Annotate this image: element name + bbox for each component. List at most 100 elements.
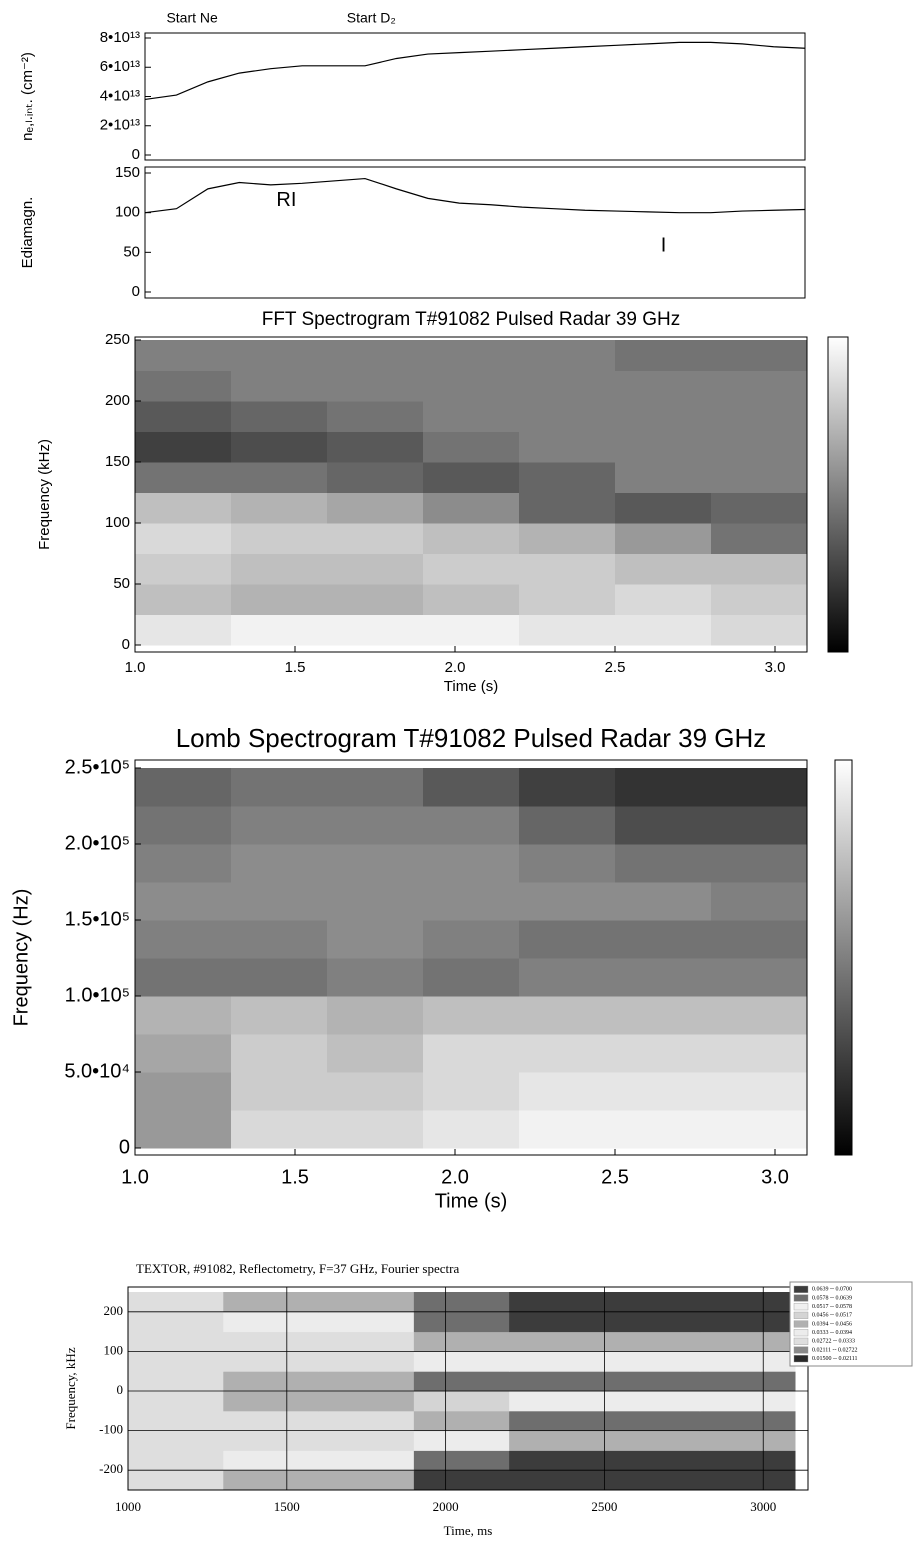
chart: 0 50 100 150 200 250 1.0 1.5 2.0 2.5 3.0 FFT Spectr… — [36, 309, 849, 695]
heat-cell — [128, 1410, 224, 1432]
legend-label: 0.02722 -- 0.0333 — [812, 1339, 855, 1345]
heat-cell — [413, 1410, 510, 1432]
heat-cell — [231, 920, 328, 959]
y-axis-label: Ediamagn. — [19, 197, 36, 269]
heat-cell — [135, 768, 232, 807]
heat-cell — [711, 523, 808, 554]
chart-title: FFT Spectrogram T#91082 Pulsed Radar 39 … — [262, 309, 681, 330]
heat-cell — [711, 584, 808, 615]
heat-cell — [318, 1371, 415, 1392]
heat-cell — [318, 1391, 415, 1412]
heat-cell — [519, 431, 616, 463]
x-tick-label: 3.0 — [765, 659, 786, 676]
heat-cell — [615, 882, 712, 921]
y-tick-label: 1.0•10⁵ — [65, 984, 130, 1006]
legend-swatch — [793, 1337, 809, 1345]
heat-cell — [423, 401, 520, 432]
heat-cell — [128, 1351, 224, 1372]
heat-cell — [423, 340, 520, 371]
heat-cell — [135, 806, 232, 845]
heat-cell — [135, 1110, 232, 1149]
heat-cell — [615, 958, 712, 997]
heat-cell — [519, 768, 616, 807]
heat-cell — [423, 1072, 520, 1111]
legend-label: 0.0394 -- 0.0456 — [812, 1321, 852, 1327]
heat-cell — [509, 1371, 605, 1392]
heat-cell — [327, 401, 424, 432]
heat-cell — [519, 462, 616, 493]
legend-label: 0.0578 -- 0.0639 — [812, 1295, 852, 1301]
heat-cell — [615, 370, 712, 402]
heat-cell — [223, 1470, 320, 1491]
heat-cell — [509, 1331, 605, 1352]
chart-title: TEXTOR, #91082, Reflectometry, F=37 GHz,… — [136, 1261, 459, 1276]
y-tick-label: 100 — [105, 514, 130, 531]
heat-cell — [327, 431, 424, 463]
y-tick-label: 4•10¹³ — [100, 87, 140, 104]
legend-box — [789, 1281, 913, 1367]
heat-cell — [604, 1430, 701, 1451]
heat-cell — [231, 584, 328, 615]
heat-cell — [231, 958, 328, 997]
heat-cell — [711, 431, 808, 463]
y-tick-label: 100 — [104, 1342, 124, 1357]
heat-cell — [327, 996, 424, 1035]
heat-cell — [327, 844, 424, 883]
heat-cell — [615, 1072, 712, 1111]
heat-cell — [615, 523, 712, 554]
x-tick-label: 1.5 — [285, 659, 306, 676]
heat-cell — [604, 1371, 701, 1392]
legend-label: 0.0456 -- 0.0517 — [812, 1313, 852, 1319]
heat-cell — [615, 553, 712, 585]
heat-cell — [223, 1311, 320, 1333]
x-axis-label: Time, ms — [444, 1523, 493, 1538]
x-tick-label: 1.0 — [125, 659, 146, 676]
heat-cell — [711, 996, 808, 1035]
heat-cell — [327, 584, 424, 615]
heat-cell — [711, 958, 808, 997]
data-line — [144, 177, 806, 214]
heat-cell — [423, 553, 520, 585]
colorbar — [834, 759, 853, 1156]
heat-cell — [509, 1470, 605, 1491]
heat-cell — [509, 1410, 605, 1432]
heat-cell — [509, 1351, 605, 1372]
heat-cell — [231, 492, 328, 524]
heat-cell — [423, 523, 520, 554]
plot-frame — [134, 759, 808, 1156]
heat-cell — [711, 844, 808, 883]
chart: -200 -100 0 100 200 1000 1500 2000 2500 3000 TEXTO… — [63, 1261, 913, 1538]
heat-cell — [223, 1391, 320, 1412]
heat-cell — [519, 1072, 616, 1111]
heat-cell — [711, 340, 808, 371]
legend-swatch — [793, 1311, 809, 1319]
heat-cell — [519, 492, 616, 524]
heat-cell — [231, 1110, 328, 1149]
heat-cell — [327, 806, 424, 845]
heat-cell — [231, 806, 328, 845]
legend-swatch — [793, 1355, 809, 1363]
y-tick-label: 1.5•10⁵ — [65, 908, 130, 930]
heat-cell — [135, 1072, 232, 1111]
heat-cell — [318, 1351, 415, 1372]
y-tick-label: 50 — [113, 575, 130, 592]
data-line — [144, 41, 806, 101]
heat-cell — [327, 614, 424, 646]
plot-frame — [134, 336, 808, 653]
x-tick-label: 2.5 — [605, 659, 626, 676]
heat-cell — [423, 996, 520, 1035]
heat-cell — [327, 1110, 424, 1149]
heat-cell — [519, 340, 616, 371]
heat-cell — [509, 1430, 605, 1451]
heat-cell — [711, 1034, 808, 1073]
heat-cell — [699, 1470, 796, 1491]
x-tick-label: 2500 — [591, 1499, 617, 1514]
heat-cell — [327, 370, 424, 402]
heat-cell — [413, 1351, 510, 1372]
heat-cell — [604, 1410, 701, 1432]
heat-cell — [327, 1072, 424, 1111]
heat-cell — [231, 1034, 328, 1073]
heat-cell — [604, 1351, 701, 1372]
heat-cell — [423, 492, 520, 524]
